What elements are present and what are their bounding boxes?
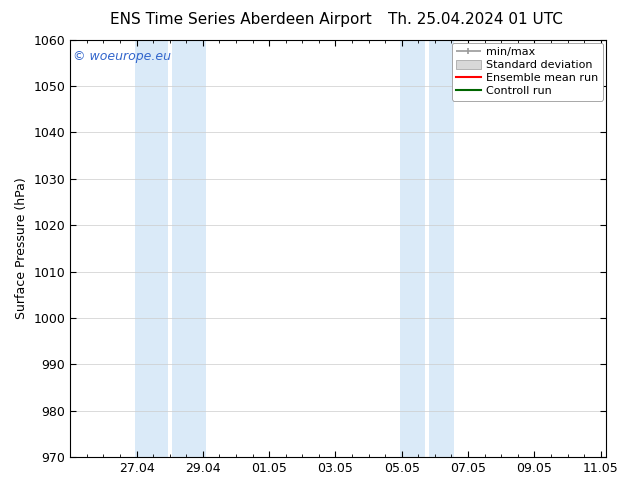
Legend: min/max, Standard deviation, Ensemble mean run, Controll run: min/max, Standard deviation, Ensemble me… [452,43,603,100]
Bar [135,40,169,457]
Text: Th. 25.04.2024 01 UTC: Th. 25.04.2024 01 UTC [388,12,563,27]
Text: ENS Time Series Aberdeen Airport: ENS Time Series Aberdeen Airport [110,12,372,27]
Bar [172,40,205,457]
Y-axis label: Surface Pressure (hPa): Surface Pressure (hPa) [15,177,28,319]
Bar [429,40,454,457]
Bar [401,40,425,457]
Text: © woeurope.eu: © woeurope.eu [73,50,171,63]
